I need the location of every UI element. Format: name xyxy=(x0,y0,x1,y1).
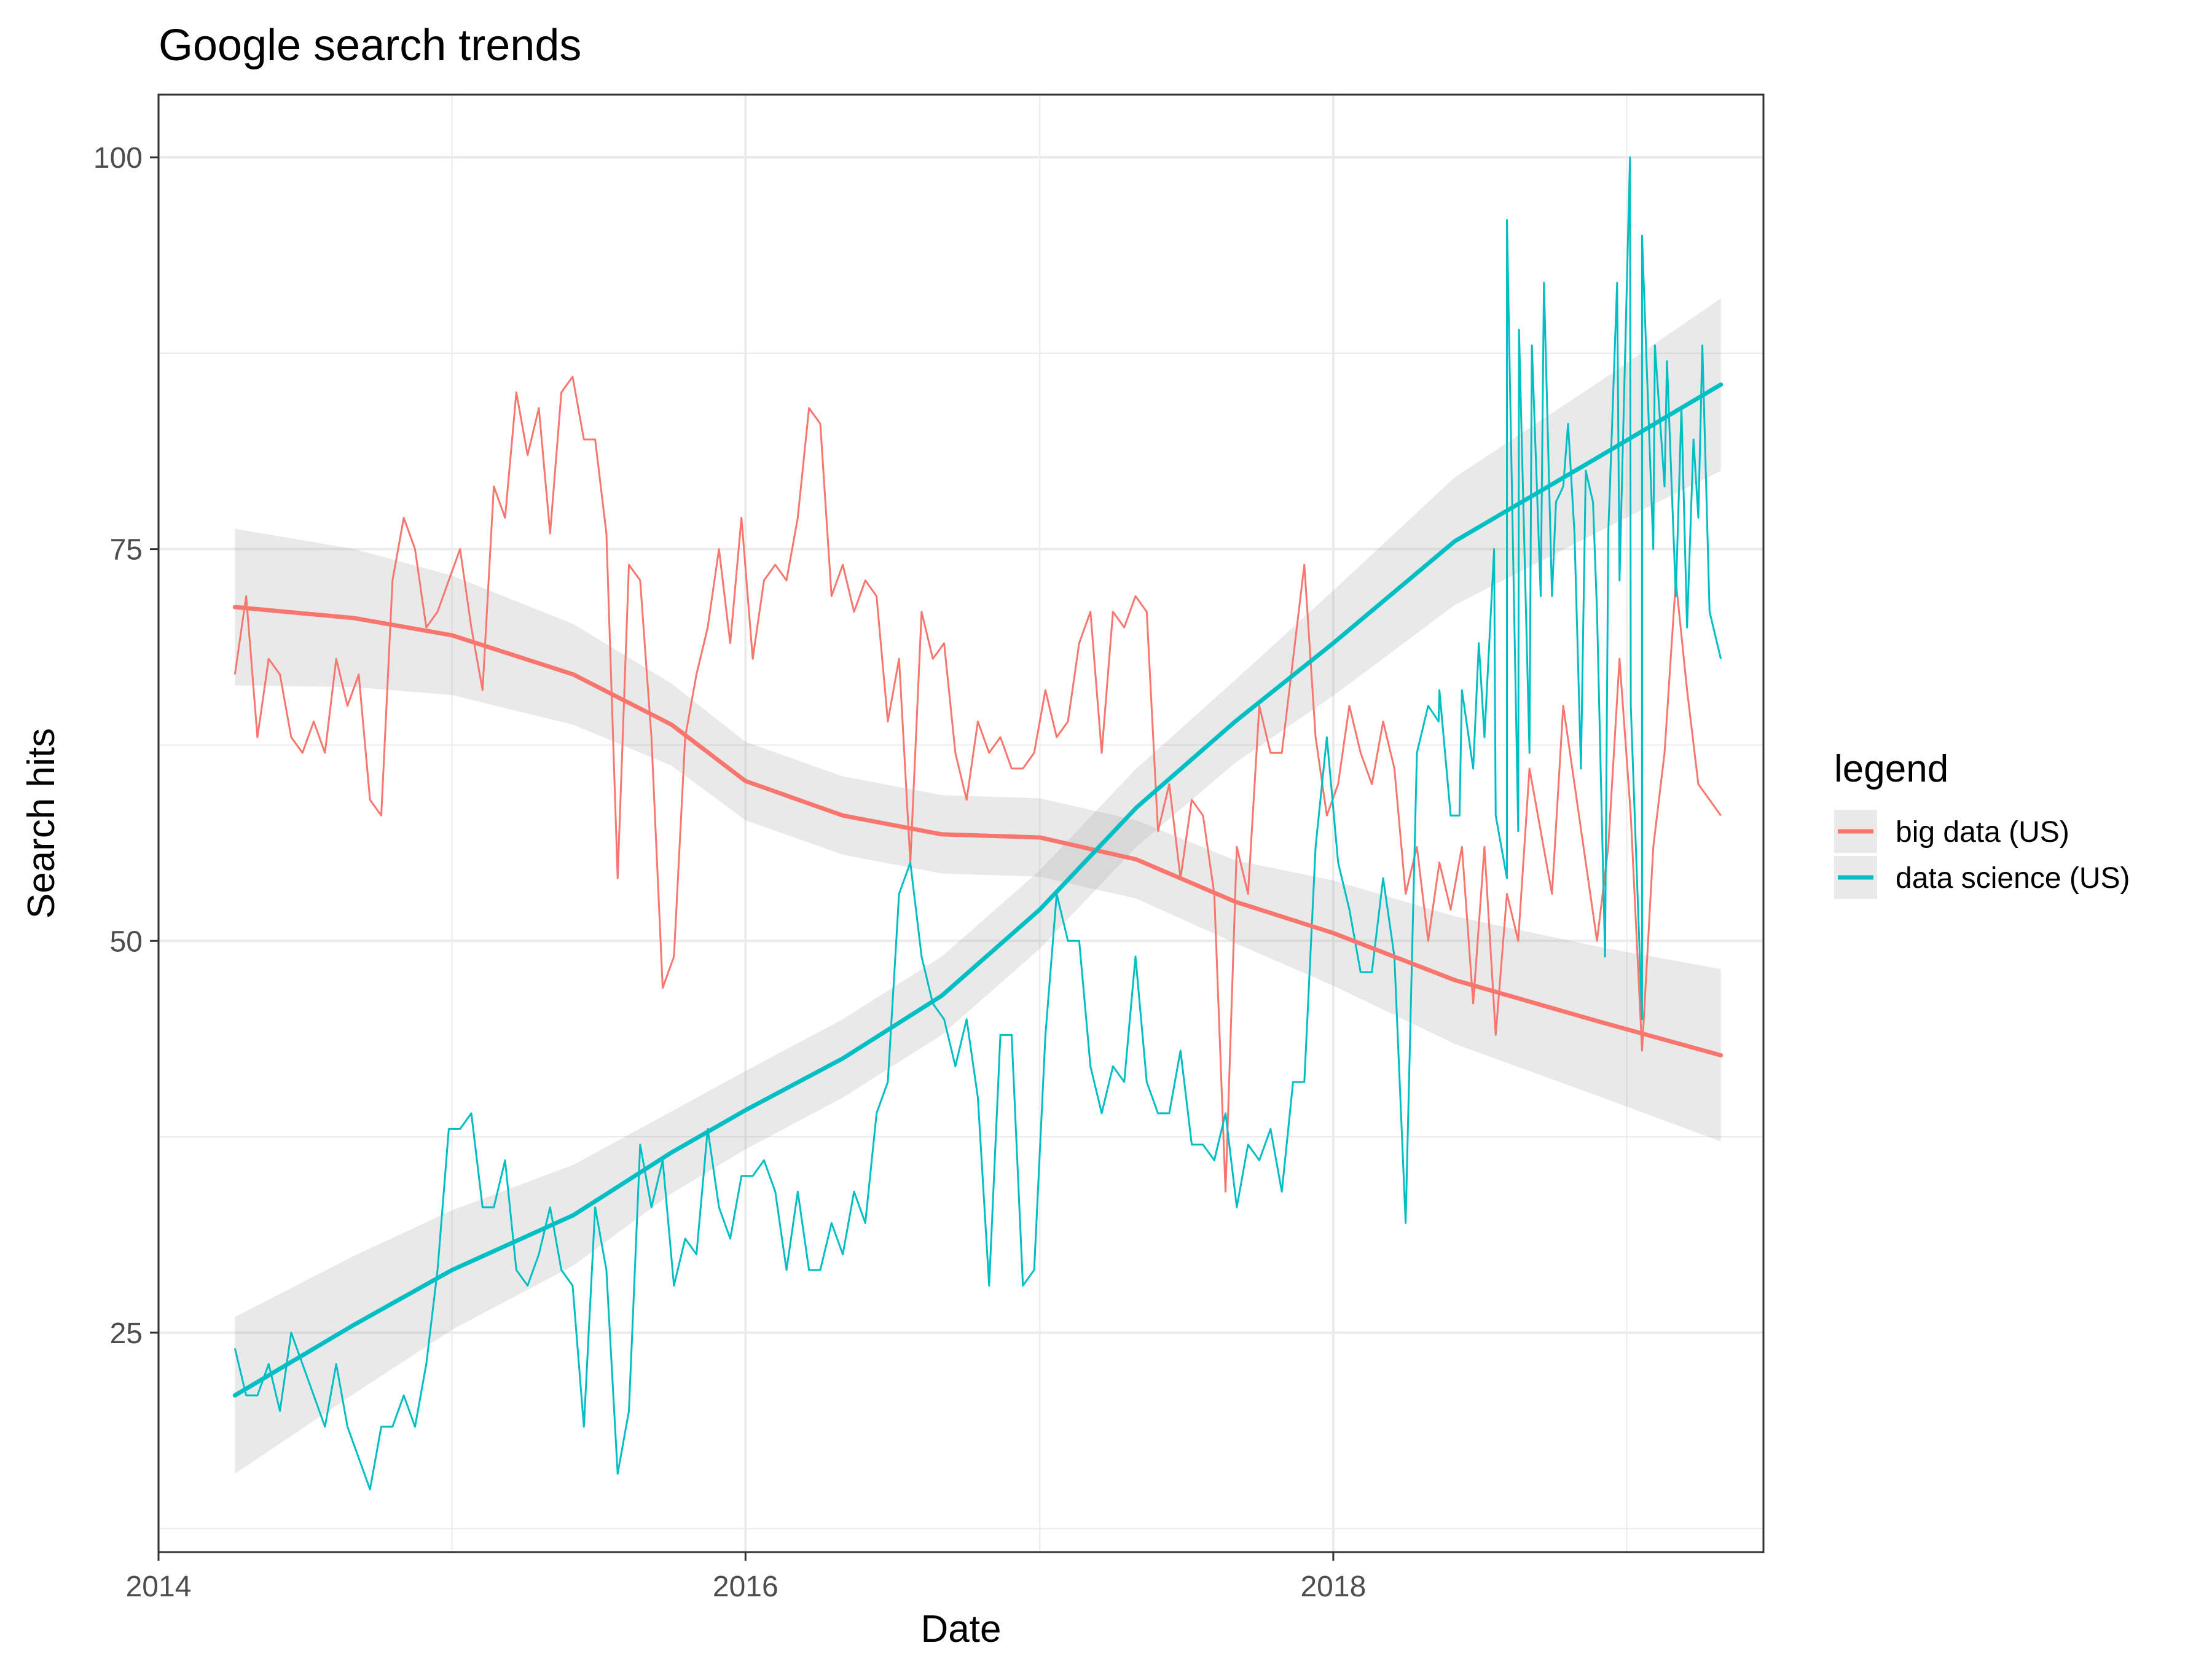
legend-title: legend xyxy=(1834,748,1948,790)
raw-series xyxy=(233,156,1722,1491)
panel-border xyxy=(157,93,1765,1553)
legend-label: data science (US) xyxy=(1896,862,2130,895)
series-line xyxy=(233,375,1722,1193)
legend-label: big data (US) xyxy=(1896,816,2069,849)
x-tick-label: 2016 xyxy=(713,1571,779,1603)
series-line xyxy=(233,156,1722,1491)
confidence-bands xyxy=(235,298,1721,1474)
grid xyxy=(157,95,1763,1552)
x-tick-label: 2014 xyxy=(126,1571,192,1603)
legend: legend big data (US) data science (US) xyxy=(1834,748,2130,899)
smooth-trend-line xyxy=(232,382,1724,1398)
y-tick-label: 25 xyxy=(110,1317,143,1350)
axis-ticks: 2014 2016 2018 25 50 75 100 xyxy=(93,142,1366,1603)
smooth-trend-line xyxy=(232,605,1724,1057)
x-axis-title: Date xyxy=(921,1608,1002,1650)
confidence-band xyxy=(235,298,1721,1474)
y-tick-label: 100 xyxy=(93,142,143,175)
x-tick-label: 2018 xyxy=(1300,1571,1366,1603)
chart-title: Google search trends xyxy=(159,21,581,70)
smooth-series xyxy=(232,382,1724,1398)
y-tick-label: 50 xyxy=(110,925,143,958)
y-tick-label: 75 xyxy=(110,534,143,567)
y-axis-title: Search hits xyxy=(20,728,63,919)
